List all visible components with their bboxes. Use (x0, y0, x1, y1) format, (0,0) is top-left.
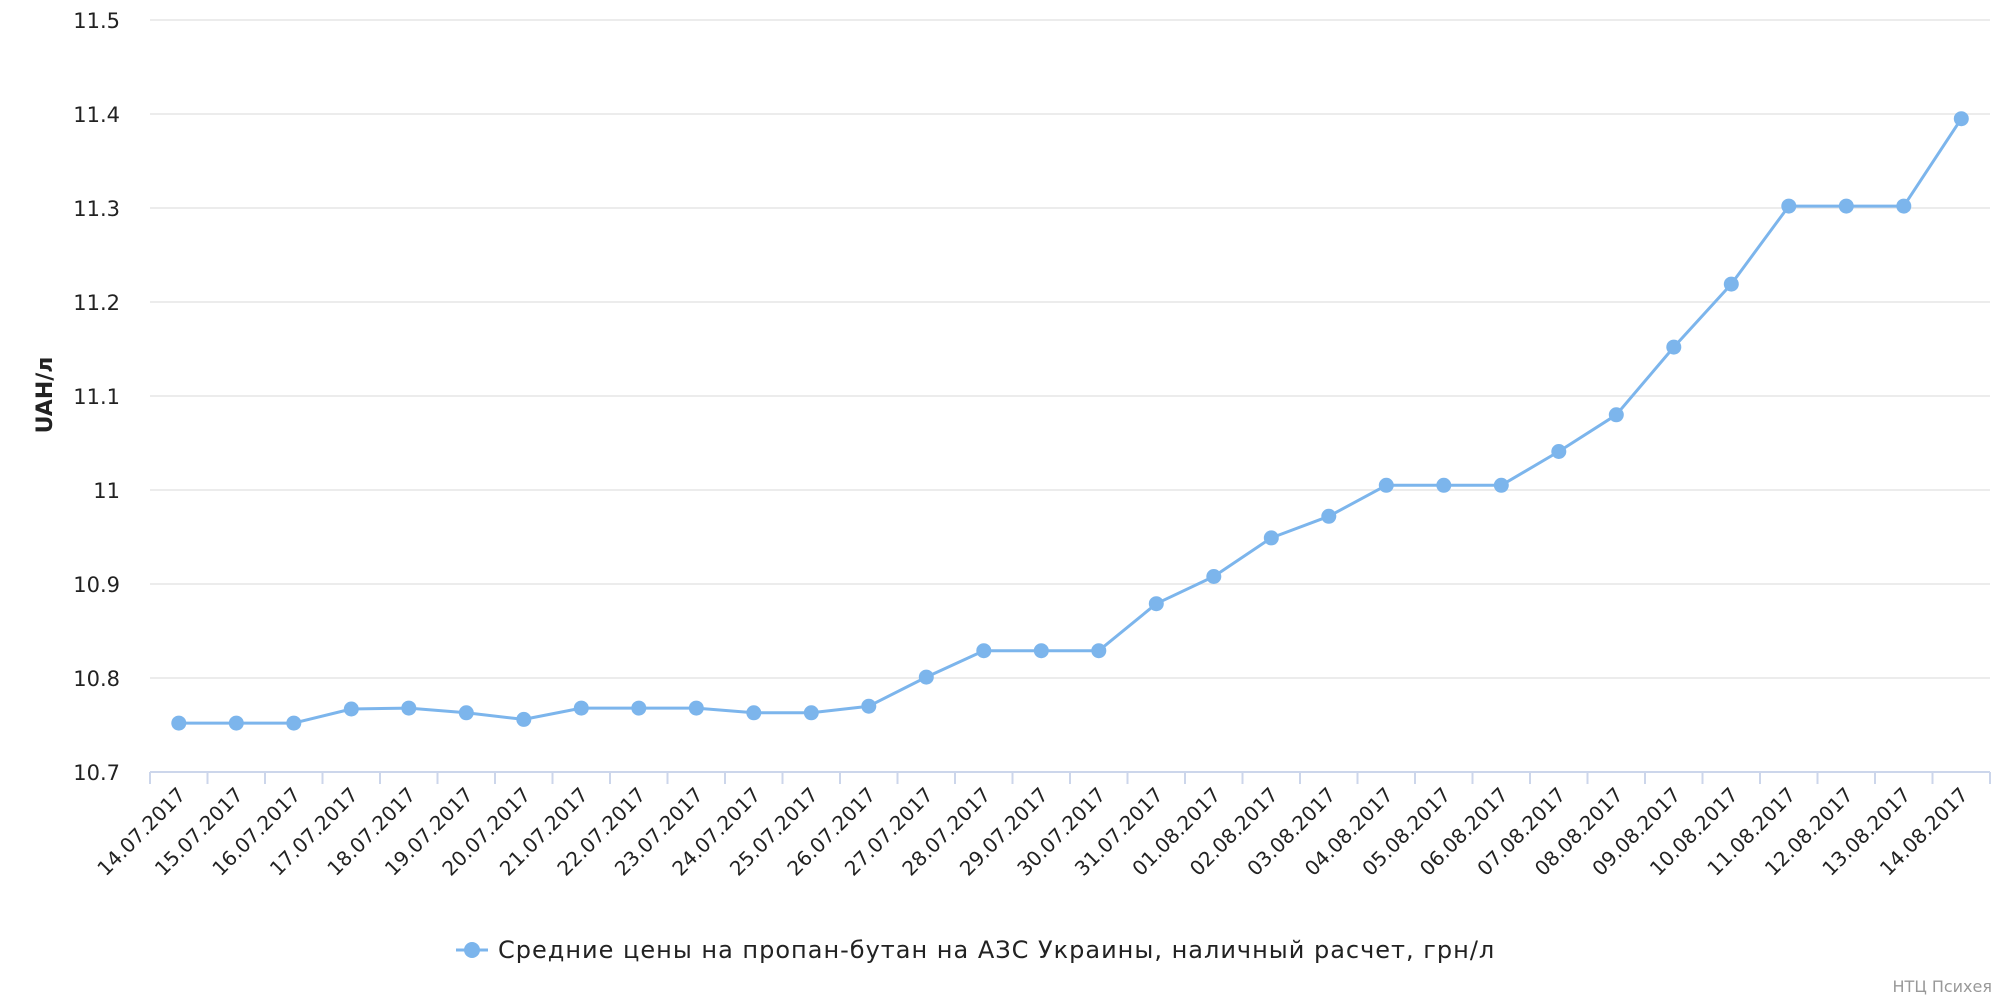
y-tick-label: 11.3 (73, 197, 120, 221)
data-point[interactable] (516, 711, 532, 727)
y-tick-label: 11.5 (73, 9, 120, 33)
data-point[interactable] (1608, 407, 1624, 423)
data-point[interactable] (286, 715, 302, 731)
data-point[interactable] (746, 705, 762, 721)
data-point[interactable] (1436, 477, 1452, 493)
data-point[interactable] (1723, 276, 1739, 292)
series-layer (171, 111, 1969, 731)
legend[interactable]: Средние цены на пропан-бутан на АЗС Укра… (456, 936, 1495, 964)
data-point[interactable] (631, 700, 647, 716)
data-point[interactable] (918, 669, 934, 685)
y-tick-label: 10.7 (73, 761, 120, 785)
data-point[interactable] (803, 705, 819, 721)
data-point[interactable] (228, 715, 244, 731)
data-point[interactable] (1838, 198, 1854, 214)
y-axis-title: UAH/л (33, 357, 58, 434)
data-point[interactable] (1378, 477, 1394, 493)
y-tick-label: 11.2 (73, 291, 120, 315)
y-tick-label: 10.9 (73, 573, 120, 597)
y-axis-ticks: 10.7 10.8 10.9 11 11.1 11.2 11.3 11.4 11.5 (73, 9, 120, 785)
data-point[interactable] (1033, 643, 1049, 659)
data-point[interactable] (1206, 569, 1222, 584)
data-point[interactable] (1781, 198, 1797, 214)
y-tick-label: 10.8 (73, 667, 120, 691)
y-tick-label: 11 (93, 479, 120, 503)
y-tick-label: 11.1 (73, 385, 120, 409)
legend-dot-marker (464, 942, 480, 958)
y-tick-label: 11.4 (73, 103, 120, 127)
data-point[interactable] (1321, 508, 1337, 524)
data-point[interactable] (343, 701, 359, 717)
x-axis: 14.07.201715.07.201716.07.201717.07.2017… (92, 771, 1991, 881)
data-point[interactable] (1896, 198, 1912, 214)
data-point[interactable] (861, 698, 877, 714)
legend-label: Средние цены на пропан-бутан на АЗС Укра… (498, 936, 1495, 964)
data-point[interactable] (1953, 111, 1969, 127)
gridlines (150, 19, 1990, 679)
data-point[interactable] (1666, 339, 1682, 355)
data-point[interactable] (976, 643, 992, 659)
data-point[interactable] (171, 715, 187, 731)
data-point[interactable] (573, 700, 589, 716)
data-point[interactable] (1551, 444, 1567, 459)
data-point[interactable] (1148, 596, 1164, 612)
chart-credit[interactable]: НТЦ Психея (1893, 977, 1992, 996)
data-point[interactable] (401, 700, 417, 716)
series-line (178, 117, 1963, 725)
data-point[interactable] (1091, 643, 1107, 659)
data-point[interactable] (688, 700, 704, 716)
data-point[interactable] (1493, 477, 1509, 493)
data-point[interactable] (458, 705, 474, 721)
data-point[interactable] (1263, 530, 1279, 546)
